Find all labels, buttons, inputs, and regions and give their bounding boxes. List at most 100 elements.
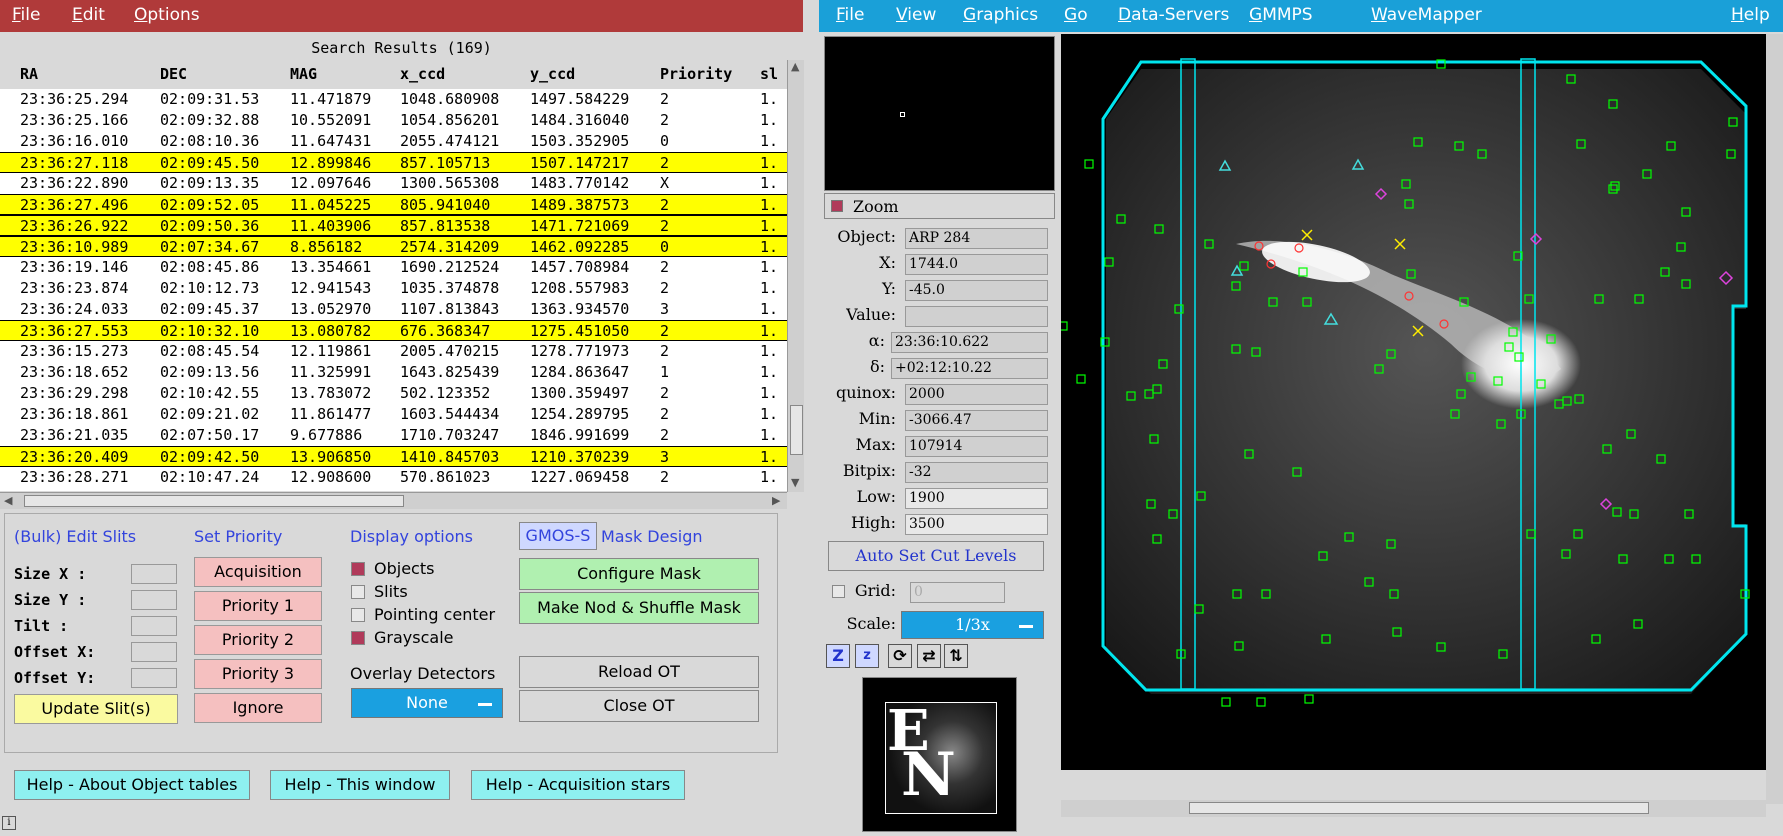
menu-go[interactable]: Go bbox=[1064, 5, 1088, 25]
col-slit[interactable]: sl bbox=[760, 65, 779, 83]
menu-graphics[interactable]: Graphics bbox=[963, 5, 1039, 25]
size-x-input[interactable] bbox=[131, 564, 177, 584]
col-dec[interactable]: DEC bbox=[160, 65, 188, 83]
display-option-checkbox[interactable] bbox=[351, 631, 365, 645]
menu-gmmps[interactable]: GMMPS bbox=[1249, 5, 1313, 25]
info-value[interactable]: 1900 bbox=[905, 488, 1048, 509]
marker-square bbox=[1566, 74, 1576, 84]
table-row[interactable]: 23:36:10.989 02:07:34.67 8.856182 2574.3142… bbox=[0, 236, 787, 257]
table-row[interactable]: 23:36:18.652 02:09:13.56 11.325991 1643.825… bbox=[0, 362, 787, 383]
col-mag[interactable]: MAG bbox=[290, 65, 318, 83]
image-vertical-scrollbar[interactable] bbox=[1766, 34, 1783, 804]
scroll-thumb[interactable] bbox=[1189, 802, 1649, 814]
table-row[interactable]: 23:36:15.273 02:08:45.54 12.119861 2005.470… bbox=[0, 341, 787, 362]
menu-file[interactable]: File bbox=[12, 5, 41, 25]
table-row[interactable]: 23:36:25.294 02:09:31.53 11.471879 1048.680… bbox=[0, 89, 787, 110]
menu-help[interactable]: Help bbox=[1731, 5, 1770, 25]
table-row[interactable]: 23:36:27.496 02:09:52.05 11.045225 805.9410… bbox=[0, 194, 787, 215]
panner-view[interactable] bbox=[824, 36, 1055, 191]
table-row[interactable]: 23:36:20.409 02:09:42.50 13.906850 1410.845… bbox=[0, 446, 787, 467]
zoom-checkbox[interactable] bbox=[831, 200, 843, 212]
table-row[interactable]: 23:36:24.033 02:09:45.37 13.052970 1107.813… bbox=[0, 299, 787, 320]
scale-select[interactable]: 1/3x bbox=[901, 611, 1044, 639]
col-ra[interactable]: RA bbox=[20, 65, 39, 83]
info-label: Bitpix: bbox=[842, 461, 896, 480]
marker-square bbox=[1656, 454, 1666, 464]
menu-edit[interactable]: Edit bbox=[72, 5, 105, 25]
zoom-in-icon[interactable]: Z bbox=[826, 644, 850, 668]
marker-square bbox=[1740, 589, 1750, 599]
scroll-thumb[interactable] bbox=[790, 405, 803, 455]
table-vertical-scrollbar[interactable]: ▲ ▼ bbox=[787, 60, 804, 492]
menu-options[interactable]: Options bbox=[134, 5, 200, 25]
update-slits-button[interactable]: Update Slit(s) bbox=[14, 694, 178, 724]
priority-2-button[interactable]: Priority 2 bbox=[194, 625, 322, 655]
panner-viewport[interactable] bbox=[900, 112, 905, 117]
help-object-tables-button[interactable]: Help - About Object tables bbox=[14, 770, 250, 800]
cell-y: 1284.863647 bbox=[530, 363, 630, 381]
nod-shuffle-button[interactable]: Make Nod & Shuffle Mask bbox=[519, 592, 759, 624]
priority-1-button[interactable]: Priority 1 bbox=[194, 591, 322, 621]
cell-mag: 12.119861 bbox=[290, 342, 372, 360]
acquisition-button[interactable]: Acquisition bbox=[194, 557, 322, 587]
menu-file[interactable]: File bbox=[836, 5, 865, 25]
scroll-left-icon[interactable]: ◀ bbox=[4, 494, 13, 507]
col-yccd[interactable]: y_ccd bbox=[530, 65, 576, 83]
marker-square bbox=[1244, 449, 1254, 459]
menu-data-servers[interactable]: Data-Servers bbox=[1118, 5, 1230, 25]
table-row[interactable]: 23:36:18.861 02:09:21.02 11.861477 1603.544… bbox=[0, 404, 787, 425]
priority-3-button[interactable]: Priority 3 bbox=[194, 659, 322, 689]
table-row[interactable]: 23:36:22.890 02:09:13.35 12.097646 1300.565… bbox=[0, 173, 787, 194]
configure-mask-button[interactable]: Configure Mask bbox=[519, 558, 759, 590]
table-row[interactable]: 23:36:21.035 02:07:50.17 9.677886 1710.7032… bbox=[0, 425, 787, 446]
cell-mag: 13.783072 bbox=[290, 384, 372, 402]
help-acquisition-button[interactable]: Help - Acquisition stars bbox=[471, 770, 685, 800]
marker-square bbox=[1629, 509, 1639, 519]
tilt-input[interactable] bbox=[131, 616, 177, 636]
info-value[interactable]: 3500 bbox=[905, 514, 1048, 535]
offset-y-input[interactable] bbox=[131, 668, 177, 688]
scroll-up-icon[interactable]: ▲ bbox=[791, 60, 800, 73]
zoom-toggle[interactable]: Zoom bbox=[824, 193, 1055, 219]
cell-x: 2574.314209 bbox=[400, 238, 500, 256]
sky-image-canvas[interactable] bbox=[1058, 34, 1766, 770]
table-row[interactable]: 23:36:27.553 02:10:32.10 13.080782 676.3683… bbox=[0, 320, 787, 341]
auto-cut-levels-button[interactable]: Auto Set Cut Levels bbox=[828, 541, 1044, 571]
table-row[interactable]: 23:36:28.271 02:10:47.24 12.908600 570.8610… bbox=[0, 467, 787, 488]
ignore-button[interactable]: Ignore bbox=[194, 693, 322, 723]
menu-view[interactable]: View bbox=[896, 5, 937, 25]
zoom-out-icon[interactable]: z bbox=[855, 644, 879, 668]
table-row[interactable]: 23:36:19.146 02:08:45.86 13.354661 1690.212… bbox=[0, 257, 787, 278]
table-row[interactable]: 23:36:29.298 02:10:42.55 13.783072 502.1233… bbox=[0, 383, 787, 404]
scroll-down-icon[interactable]: ▼ bbox=[791, 476, 800, 489]
marker-circle bbox=[1439, 319, 1449, 329]
table-row[interactable]: 23:36:25.166 02:09:32.88 10.552091 1054.856… bbox=[0, 110, 787, 131]
reload-ot-button[interactable]: Reload OT bbox=[519, 656, 759, 688]
display-option-checkbox[interactable] bbox=[351, 585, 365, 599]
rotate-icon[interactable]: ⟳ bbox=[888, 644, 912, 668]
table-row[interactable]: 23:36:16.010 02:08:10.36 11.647431 2055.474… bbox=[0, 131, 787, 152]
display-option-checkbox[interactable] bbox=[351, 608, 365, 622]
size-y-input[interactable] bbox=[131, 590, 177, 610]
col-xccd[interactable]: x_ccd bbox=[400, 65, 446, 83]
table-row[interactable]: 23:36:26.922 02:09:50.36 11.403906 857.8135… bbox=[0, 215, 787, 236]
grid-input[interactable]: 0 bbox=[910, 582, 1005, 603]
overlay-detectors-select[interactable]: None bbox=[351, 688, 503, 718]
flip-x-icon[interactable]: ⇄ bbox=[917, 644, 941, 668]
flip-y-icon[interactable]: ⇅ bbox=[944, 644, 968, 668]
display-option-checkbox[interactable] bbox=[351, 562, 365, 576]
col-priority[interactable]: Priority bbox=[660, 65, 733, 83]
display-option-label: Slits bbox=[374, 582, 408, 601]
offset-x-input[interactable] bbox=[131, 642, 177, 662]
image-horizontal-scrollbar[interactable] bbox=[1061, 800, 1766, 817]
table-row[interactable]: 23:36:23.874 02:10:12.73 12.941543 1035.374… bbox=[0, 278, 787, 299]
scroll-thumb[interactable] bbox=[24, 495, 404, 507]
info-value: 2000 bbox=[905, 384, 1048, 405]
table-row[interactable]: 23:36:27.118 02:09:45.50 12.899846 857.1057… bbox=[0, 152, 787, 173]
close-ot-button[interactable]: Close OT bbox=[519, 690, 759, 722]
grid-checkbox[interactable] bbox=[832, 585, 845, 598]
scroll-right-icon[interactable]: ▶ bbox=[772, 494, 781, 507]
menu-wavemapper[interactable]: WaveMapper bbox=[1371, 5, 1482, 25]
help-window-button[interactable]: Help - This window bbox=[270, 770, 450, 800]
table-horizontal-scrollbar[interactable]: ◀ ▶ bbox=[0, 492, 787, 509]
